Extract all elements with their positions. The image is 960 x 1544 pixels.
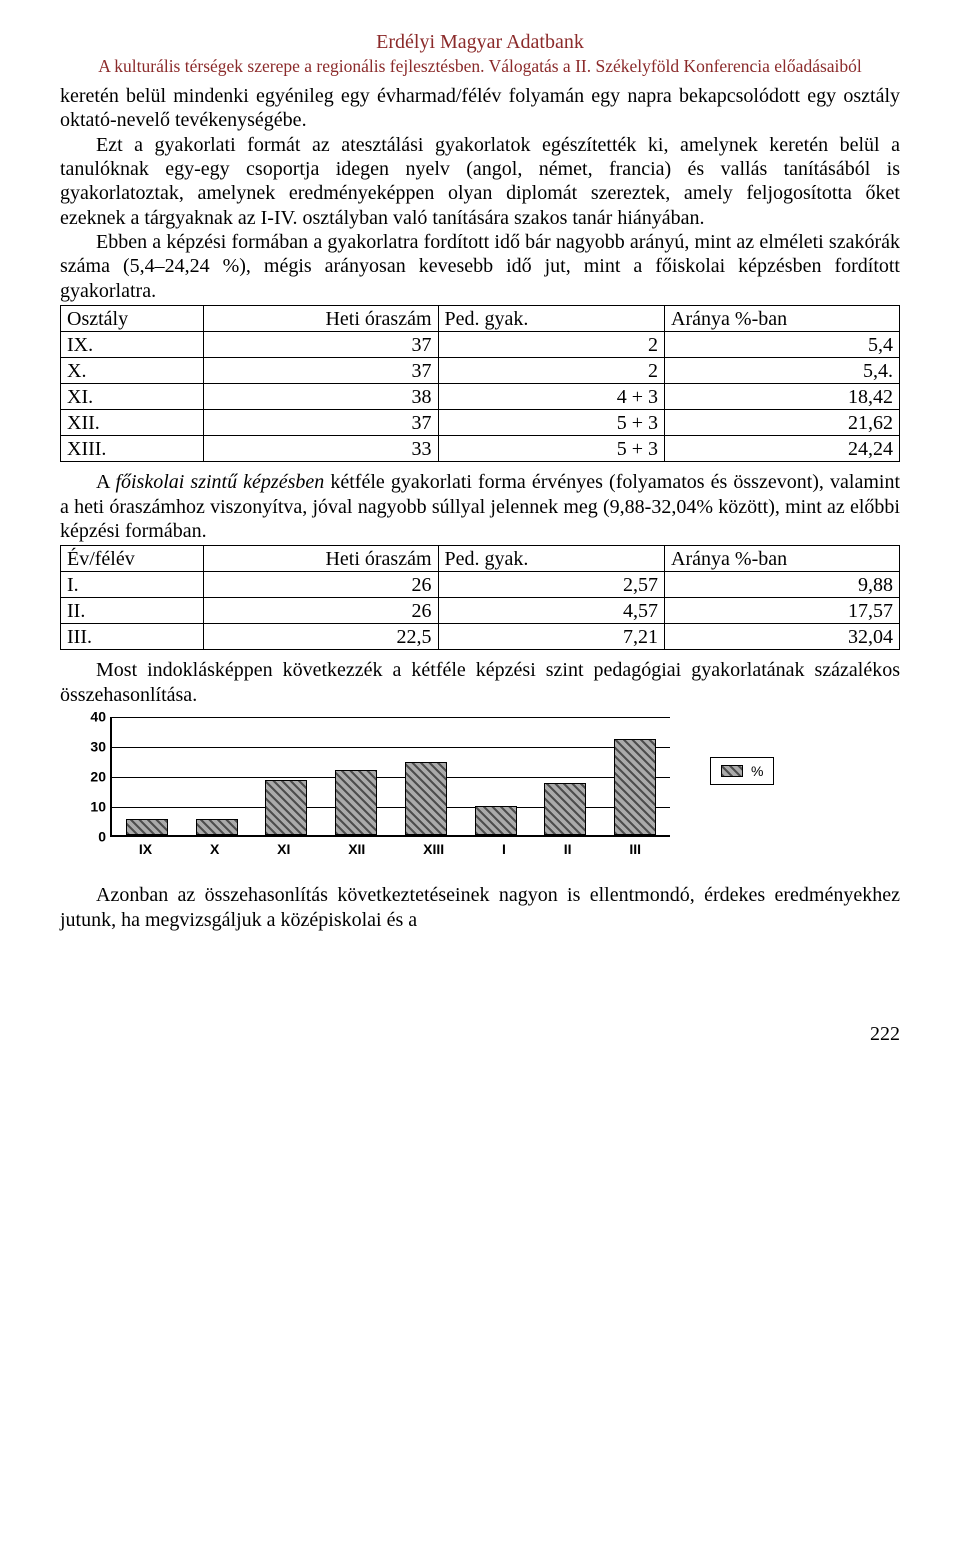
x-tick-label: II	[564, 841, 572, 858]
table-header: Aránya %-ban	[665, 306, 900, 332]
table-header: Osztály	[61, 306, 204, 332]
x-tick-label: X	[210, 841, 219, 858]
table-row: IX.3725,4	[61, 332, 900, 358]
paragraph-3: Ebben a képzési formában a gyakorlatra f…	[60, 230, 900, 303]
legend-label: %	[751, 763, 763, 780]
y-tick-label: 30	[70, 739, 106, 756]
y-tick-label: 0	[70, 829, 106, 846]
table-header: Ped. gyak.	[438, 306, 665, 332]
header-subtitle: A kulturális térségek szerepe a regionál…	[60, 56, 900, 77]
table-row: Év/félév Heti óraszám Ped. gyak. Aránya …	[61, 546, 900, 572]
table-row: X.3725,4.	[61, 358, 900, 384]
table-1: Osztály Heti óraszám Ped. gyak. Aránya %…	[60, 305, 900, 462]
table-row: II.264,5717,57	[61, 598, 900, 624]
table-row: Osztály Heti óraszám Ped. gyak. Aránya %…	[61, 306, 900, 332]
chart-bar	[544, 783, 586, 836]
paragraph-5: Most indoklásképpen következzék a kétfél…	[60, 658, 900, 707]
chart-bar	[265, 780, 307, 835]
header-title: Erdélyi Magyar Adatbank	[60, 30, 900, 54]
x-tick-label: XI	[277, 841, 290, 858]
paragraph-1: keretén belül mindenki egyénileg egy évh…	[60, 84, 900, 133]
bar-chart: 010203040 IXXXIXIIXIIIIIIIII	[70, 717, 690, 857]
table-row: XII.375 + 321,62	[61, 410, 900, 436]
chart-bar	[196, 819, 238, 835]
paragraph-6: Azonban az összehasonlítás következtetés…	[60, 883, 900, 932]
table-header: Ped. gyak.	[438, 546, 665, 572]
table-header: Év/félév	[61, 546, 204, 572]
chart-legend: %	[710, 757, 774, 785]
chart-bar	[335, 770, 377, 835]
page-number: 222	[60, 1022, 900, 1046]
x-tick-label: IX	[139, 841, 152, 858]
table-row: III.22,57,2132,04	[61, 624, 900, 650]
chart-bar	[614, 739, 656, 835]
table-header: Heti óraszám	[203, 546, 438, 572]
table-row: XIII.335 + 324,24	[61, 436, 900, 462]
x-tick-label: I	[502, 841, 506, 858]
y-tick-label: 20	[70, 769, 106, 786]
table-row: XI.384 + 318,42	[61, 384, 900, 410]
x-tick-label: XII	[348, 841, 365, 858]
x-tick-label: XIII	[423, 841, 444, 858]
y-tick-label: 10	[70, 799, 106, 816]
table-header: Heti óraszám	[203, 306, 438, 332]
paragraph-4: A főiskolai szintű képzésben kétféle gya…	[60, 470, 900, 543]
chart-bar	[126, 819, 168, 835]
table-2: Év/félév Heti óraszám Ped. gyak. Aránya …	[60, 545, 900, 650]
table-row: I.262,579,88	[61, 572, 900, 598]
table-header: Aránya %-ban	[665, 546, 900, 572]
y-tick-label: 40	[70, 709, 106, 726]
legend-swatch	[721, 765, 743, 777]
chart-bar	[475, 806, 517, 836]
paragraph-2: Ezt a gyakorlati formát az atesztálási g…	[60, 133, 900, 231]
comparison-chart: 010203040 IXXXIXIIXIIIIIIIII %	[60, 707, 900, 863]
x-tick-label: III	[629, 841, 641, 858]
chart-bar	[405, 762, 447, 835]
